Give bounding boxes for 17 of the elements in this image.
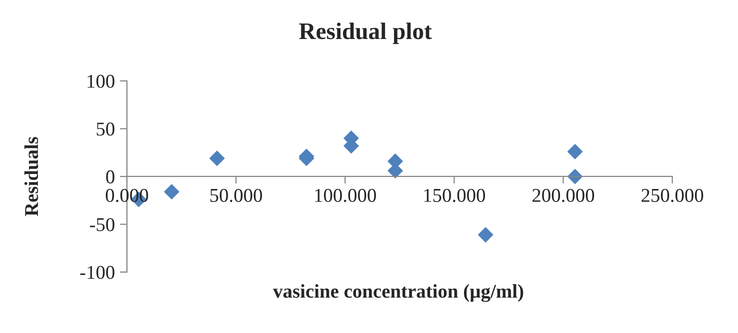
y-tick-label: -50 [90, 218, 114, 232]
point [567, 144, 583, 160]
x-axis-title: vasicine concentration (µg/ml) [273, 284, 524, 302]
y-tick-label: 0 [106, 170, 114, 184]
chart-title: Residual plot [299, 22, 432, 44]
y-tick-label: 100 [88, 74, 114, 88]
y-axis-title: Residuals [24, 136, 38, 216]
point [478, 227, 494, 242]
y-tick-label: 50 [96, 122, 114, 136]
point [164, 184, 180, 200]
x-tick-label: 50.000 [210, 188, 262, 202]
x-tick-label: 250.000 [642, 188, 704, 202]
x-tick-label: 150.000 [424, 188, 486, 202]
x-tick-label: 100.000 [315, 188, 376, 202]
y-tick-label: -100 [80, 266, 114, 279]
point [209, 150, 225, 166]
x-tick-label: 200.000 [532, 188, 594, 202]
